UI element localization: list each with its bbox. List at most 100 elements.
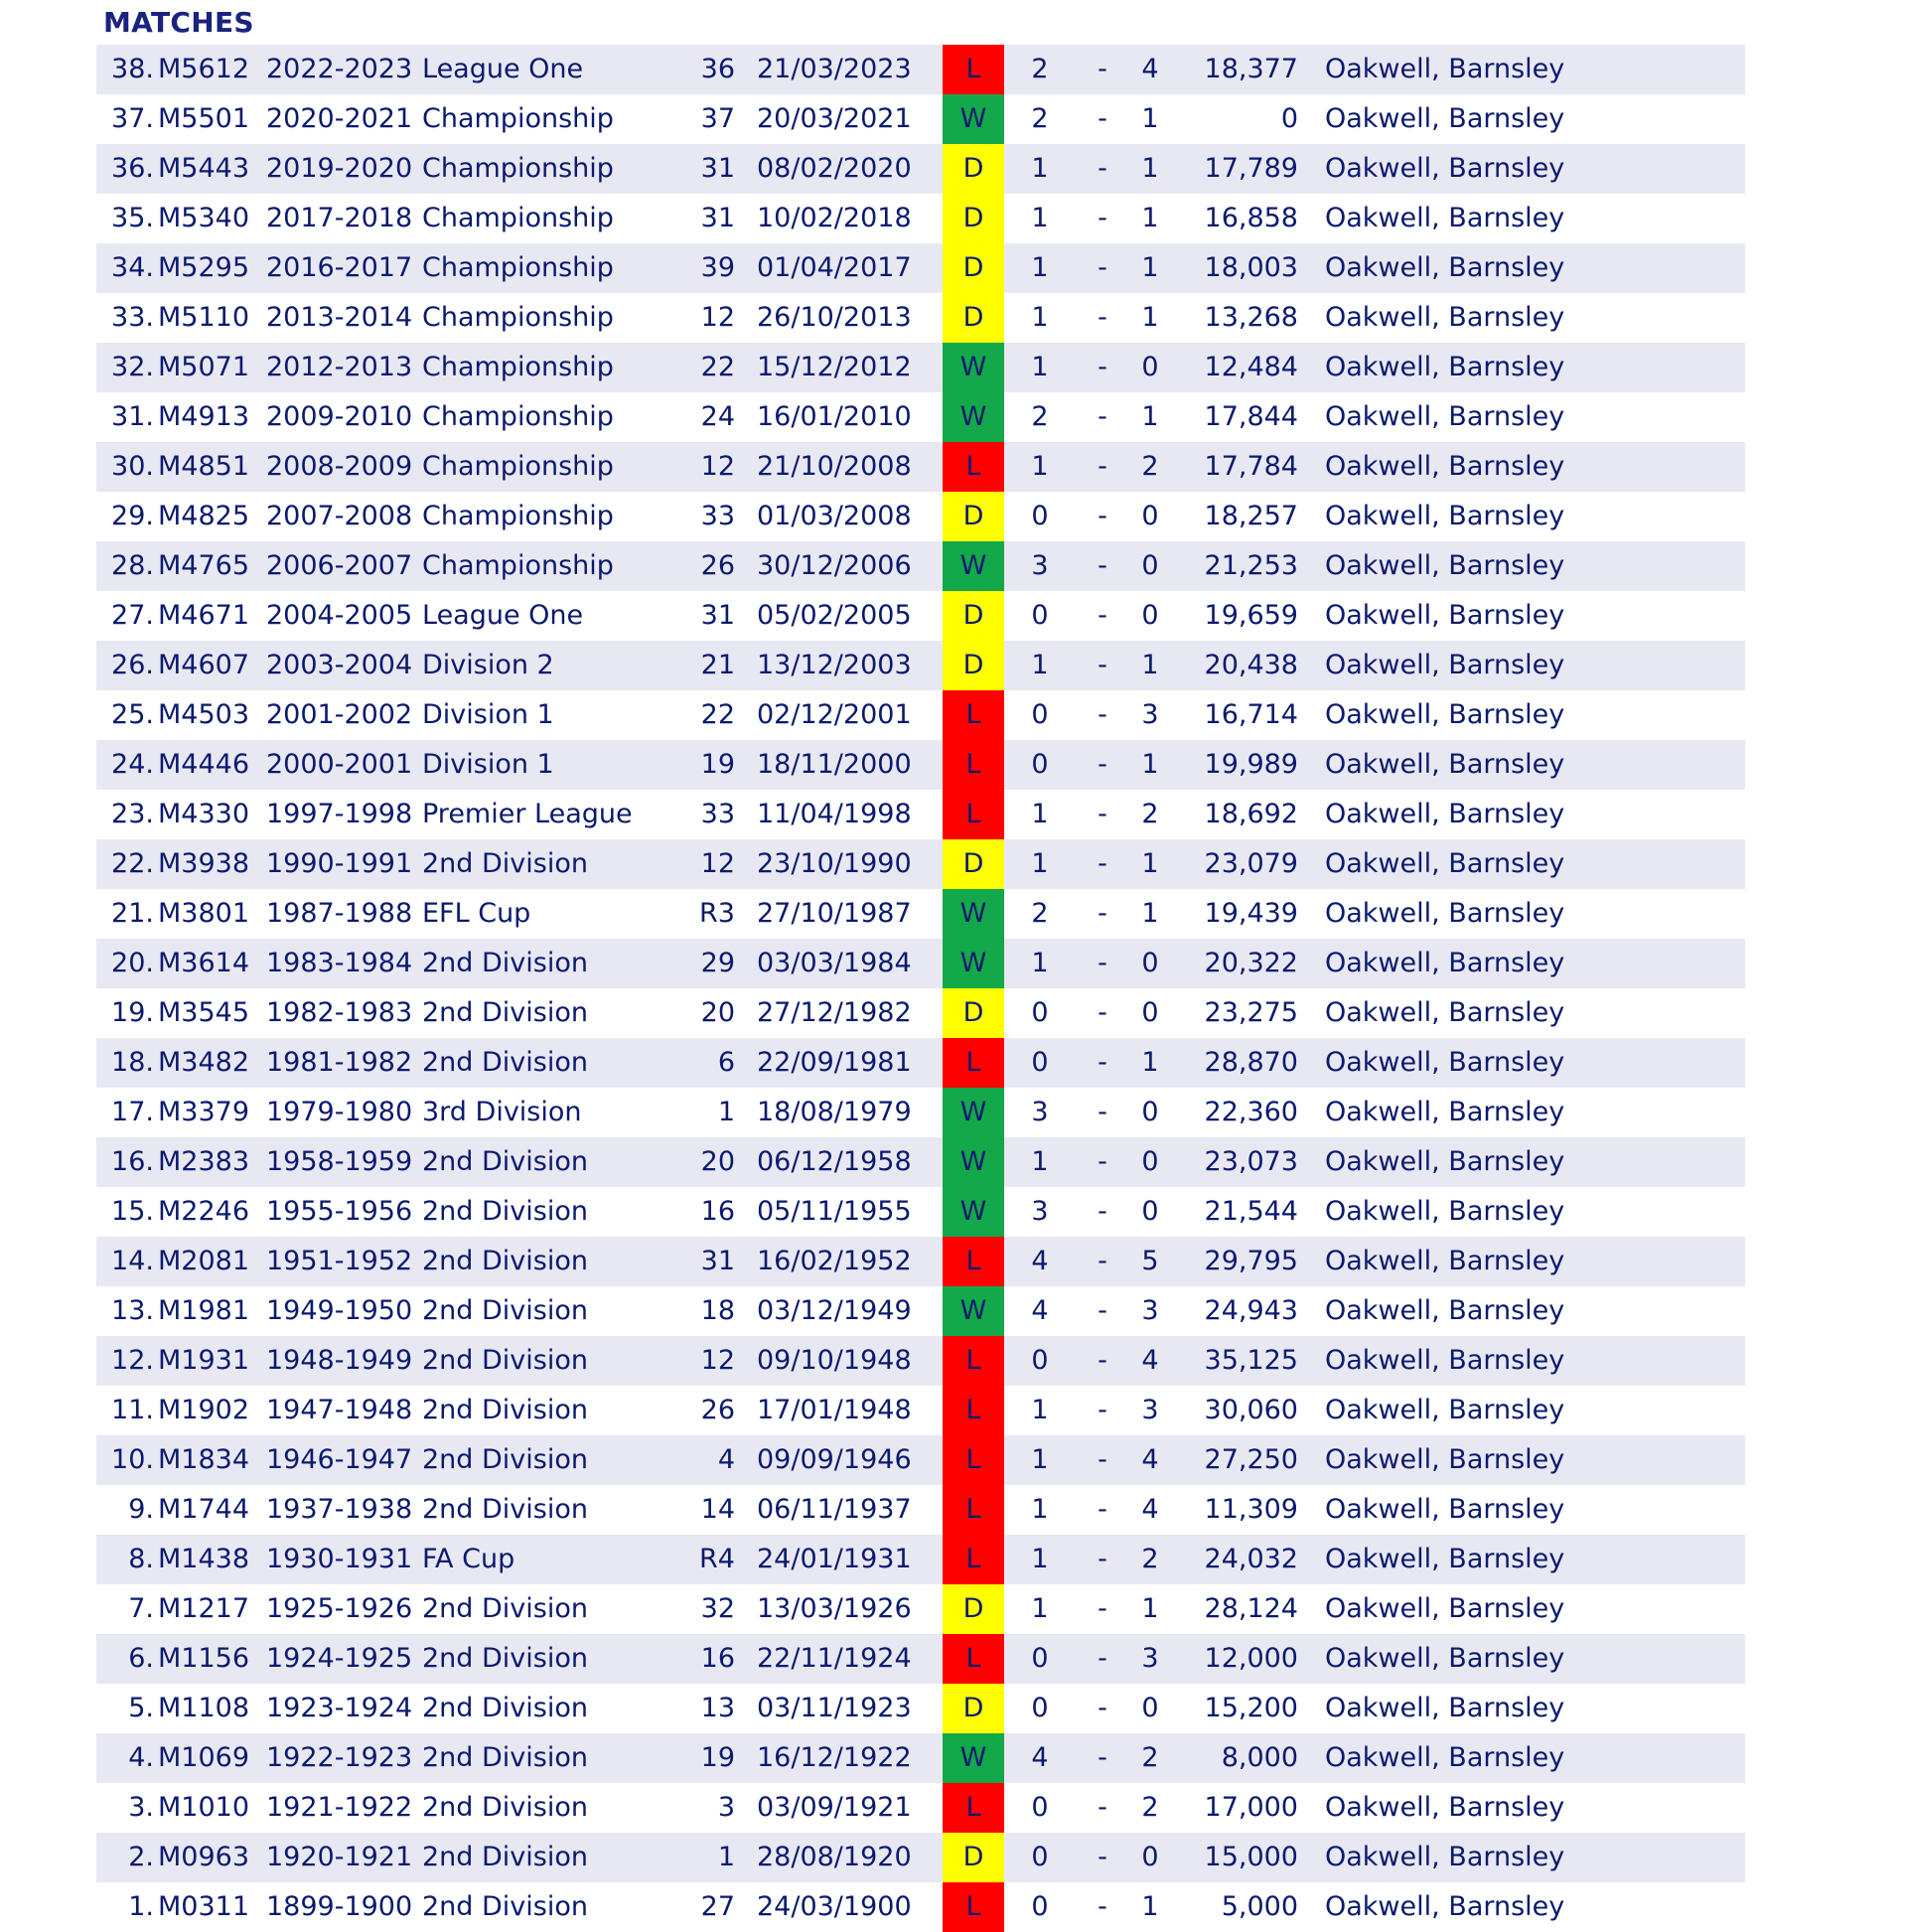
table-row: 27. M4671 2004-2005 League One 31 05/02/2005 D… [96,591,1745,641]
result-badge: D [943,1584,1004,1634]
attendance: 21,253 [1204,550,1298,581]
season: 1924-1925 [266,1643,413,1674]
home-score: 1 [1031,1494,1049,1525]
match-number: 30. [111,451,154,482]
season: 1982-1983 [266,997,413,1028]
away-score: 1 [1141,848,1159,879]
attendance: 18,257 [1204,501,1298,531]
attendance: 28,124 [1204,1593,1298,1624]
round: 33 [700,799,735,829]
match-number: 32. [111,352,154,382]
table-row: 31. M4913 2009-2010 Championship 24 16/01/201… [96,392,1745,442]
match-id: M5501 [158,103,250,134]
match-number: 14. [111,1246,154,1276]
venue: Oakwell, Barnsley [1325,1643,1565,1674]
match-date: 02/12/2001 [757,699,912,730]
season: 1899-1900 [266,1891,413,1922]
season: 1930-1931 [266,1544,413,1574]
match-number: 1. [128,1891,154,1922]
competition: 2nd Division [422,1295,588,1326]
score-separator: - [1098,1047,1107,1078]
match-id: M1217 [158,1593,250,1624]
match-id: M5612 [158,54,250,84]
table-row: 9. M1744 1937-1938 2nd Division 14 06/11/1937… [96,1485,1745,1535]
score-separator: - [1098,749,1107,780]
score-separator: - [1098,252,1107,283]
match-date: 09/10/1948 [757,1345,912,1376]
match-number: 12. [111,1345,154,1376]
home-score: 0 [1031,1792,1049,1823]
round: 26 [700,1395,735,1425]
match-number: 34. [111,252,154,283]
season: 1923-1924 [266,1693,413,1723]
attendance: 21,544 [1204,1196,1298,1227]
home-score: 0 [1031,501,1049,531]
table-row: 1. M0311 1899-1900 2nd Division 27 24/03/1900… [96,1882,1745,1932]
home-score: 3 [1031,1196,1049,1227]
match-date: 30/12/2006 [757,550,912,581]
competition: 2nd Division [422,1395,588,1425]
round: 20 [700,1146,735,1177]
season: 2003-2004 [266,650,413,680]
competition: 2nd Division [422,997,588,1028]
result-badge: L [943,1634,1004,1684]
table-row: 26. M4607 2003-2004 Division 2 21 13/12/2003 D… [96,641,1745,690]
result-badge: W [943,392,1004,442]
round: 18 [700,1295,735,1326]
season: 1949-1950 [266,1295,413,1326]
result-badge: L [943,442,1004,492]
attendance: 23,275 [1204,997,1298,1028]
match-number: 19. [111,997,154,1028]
home-score: 1 [1031,799,1049,829]
match-number: 9. [128,1494,154,1525]
competition: Championship [422,550,614,581]
venue: Oakwell, Barnsley [1325,1593,1565,1624]
venue: Oakwell, Barnsley [1325,1891,1565,1922]
match-id: M3482 [158,1047,250,1078]
away-score: 1 [1141,252,1159,283]
match-id: M4671 [158,600,250,631]
venue: Oakwell, Barnsley [1325,898,1565,929]
competition: 2nd Division [422,1842,588,1872]
match-date: 09/09/1946 [757,1444,912,1475]
result-badge: L [943,45,1004,94]
round: 3 [717,1792,735,1823]
table-row: 25. M4503 2001-2002 Division 1 22 02/12/2001 L… [96,690,1745,740]
attendance: 17,000 [1204,1792,1298,1823]
match-number: 20. [111,948,154,978]
home-score: 0 [1031,1643,1049,1674]
round: 1 [717,1097,735,1127]
away-score: 3 [1141,699,1159,730]
table-row: 28. M4765 2006-2007 Championship 26 30/12/200… [96,541,1745,591]
table-row: 8. M1438 1930-1931 FA Cup R4 24/01/1931 L 1 - 2 24… [96,1535,1745,1584]
result-badge: D [943,243,1004,293]
round: 26 [700,550,735,581]
venue: Oakwell, Barnsley [1325,1544,1565,1574]
round: 24 [700,401,735,432]
season: 1958-1959 [266,1146,413,1177]
away-score: 2 [1141,1742,1159,1773]
round: 12 [700,451,735,482]
venue: Oakwell, Barnsley [1325,1345,1565,1376]
attendance: 17,789 [1204,153,1298,184]
venue: Oakwell, Barnsley [1325,799,1565,829]
match-number: 7. [128,1593,154,1624]
table-row: 21. M3801 1987-1988 EFL Cup R3 27/10/1987 W 2 - 1… [96,889,1745,939]
match-date: 06/12/1958 [757,1146,912,1177]
result-badge: W [943,94,1004,144]
match-number: 2. [128,1842,154,1872]
away-score: 1 [1141,749,1159,780]
competition: Premier League [422,799,633,829]
table-row: 34. M5295 2016-2017 Championship 39 01/04/201… [96,243,1745,293]
season: 1946-1947 [266,1444,413,1475]
home-score: 0 [1031,1345,1049,1376]
result-badge: W [943,1733,1004,1783]
away-score: 1 [1141,203,1159,233]
venue: Oakwell, Barnsley [1325,699,1565,730]
match-id: M3938 [158,848,250,879]
venue: Oakwell, Barnsley [1325,252,1565,283]
table-row: 24. M4446 2000-2001 Division 1 19 18/11/2000 L… [96,740,1745,790]
result-badge: L [943,1237,1004,1286]
match-date: 16/01/2010 [757,401,912,432]
match-number: 4. [128,1742,154,1773]
